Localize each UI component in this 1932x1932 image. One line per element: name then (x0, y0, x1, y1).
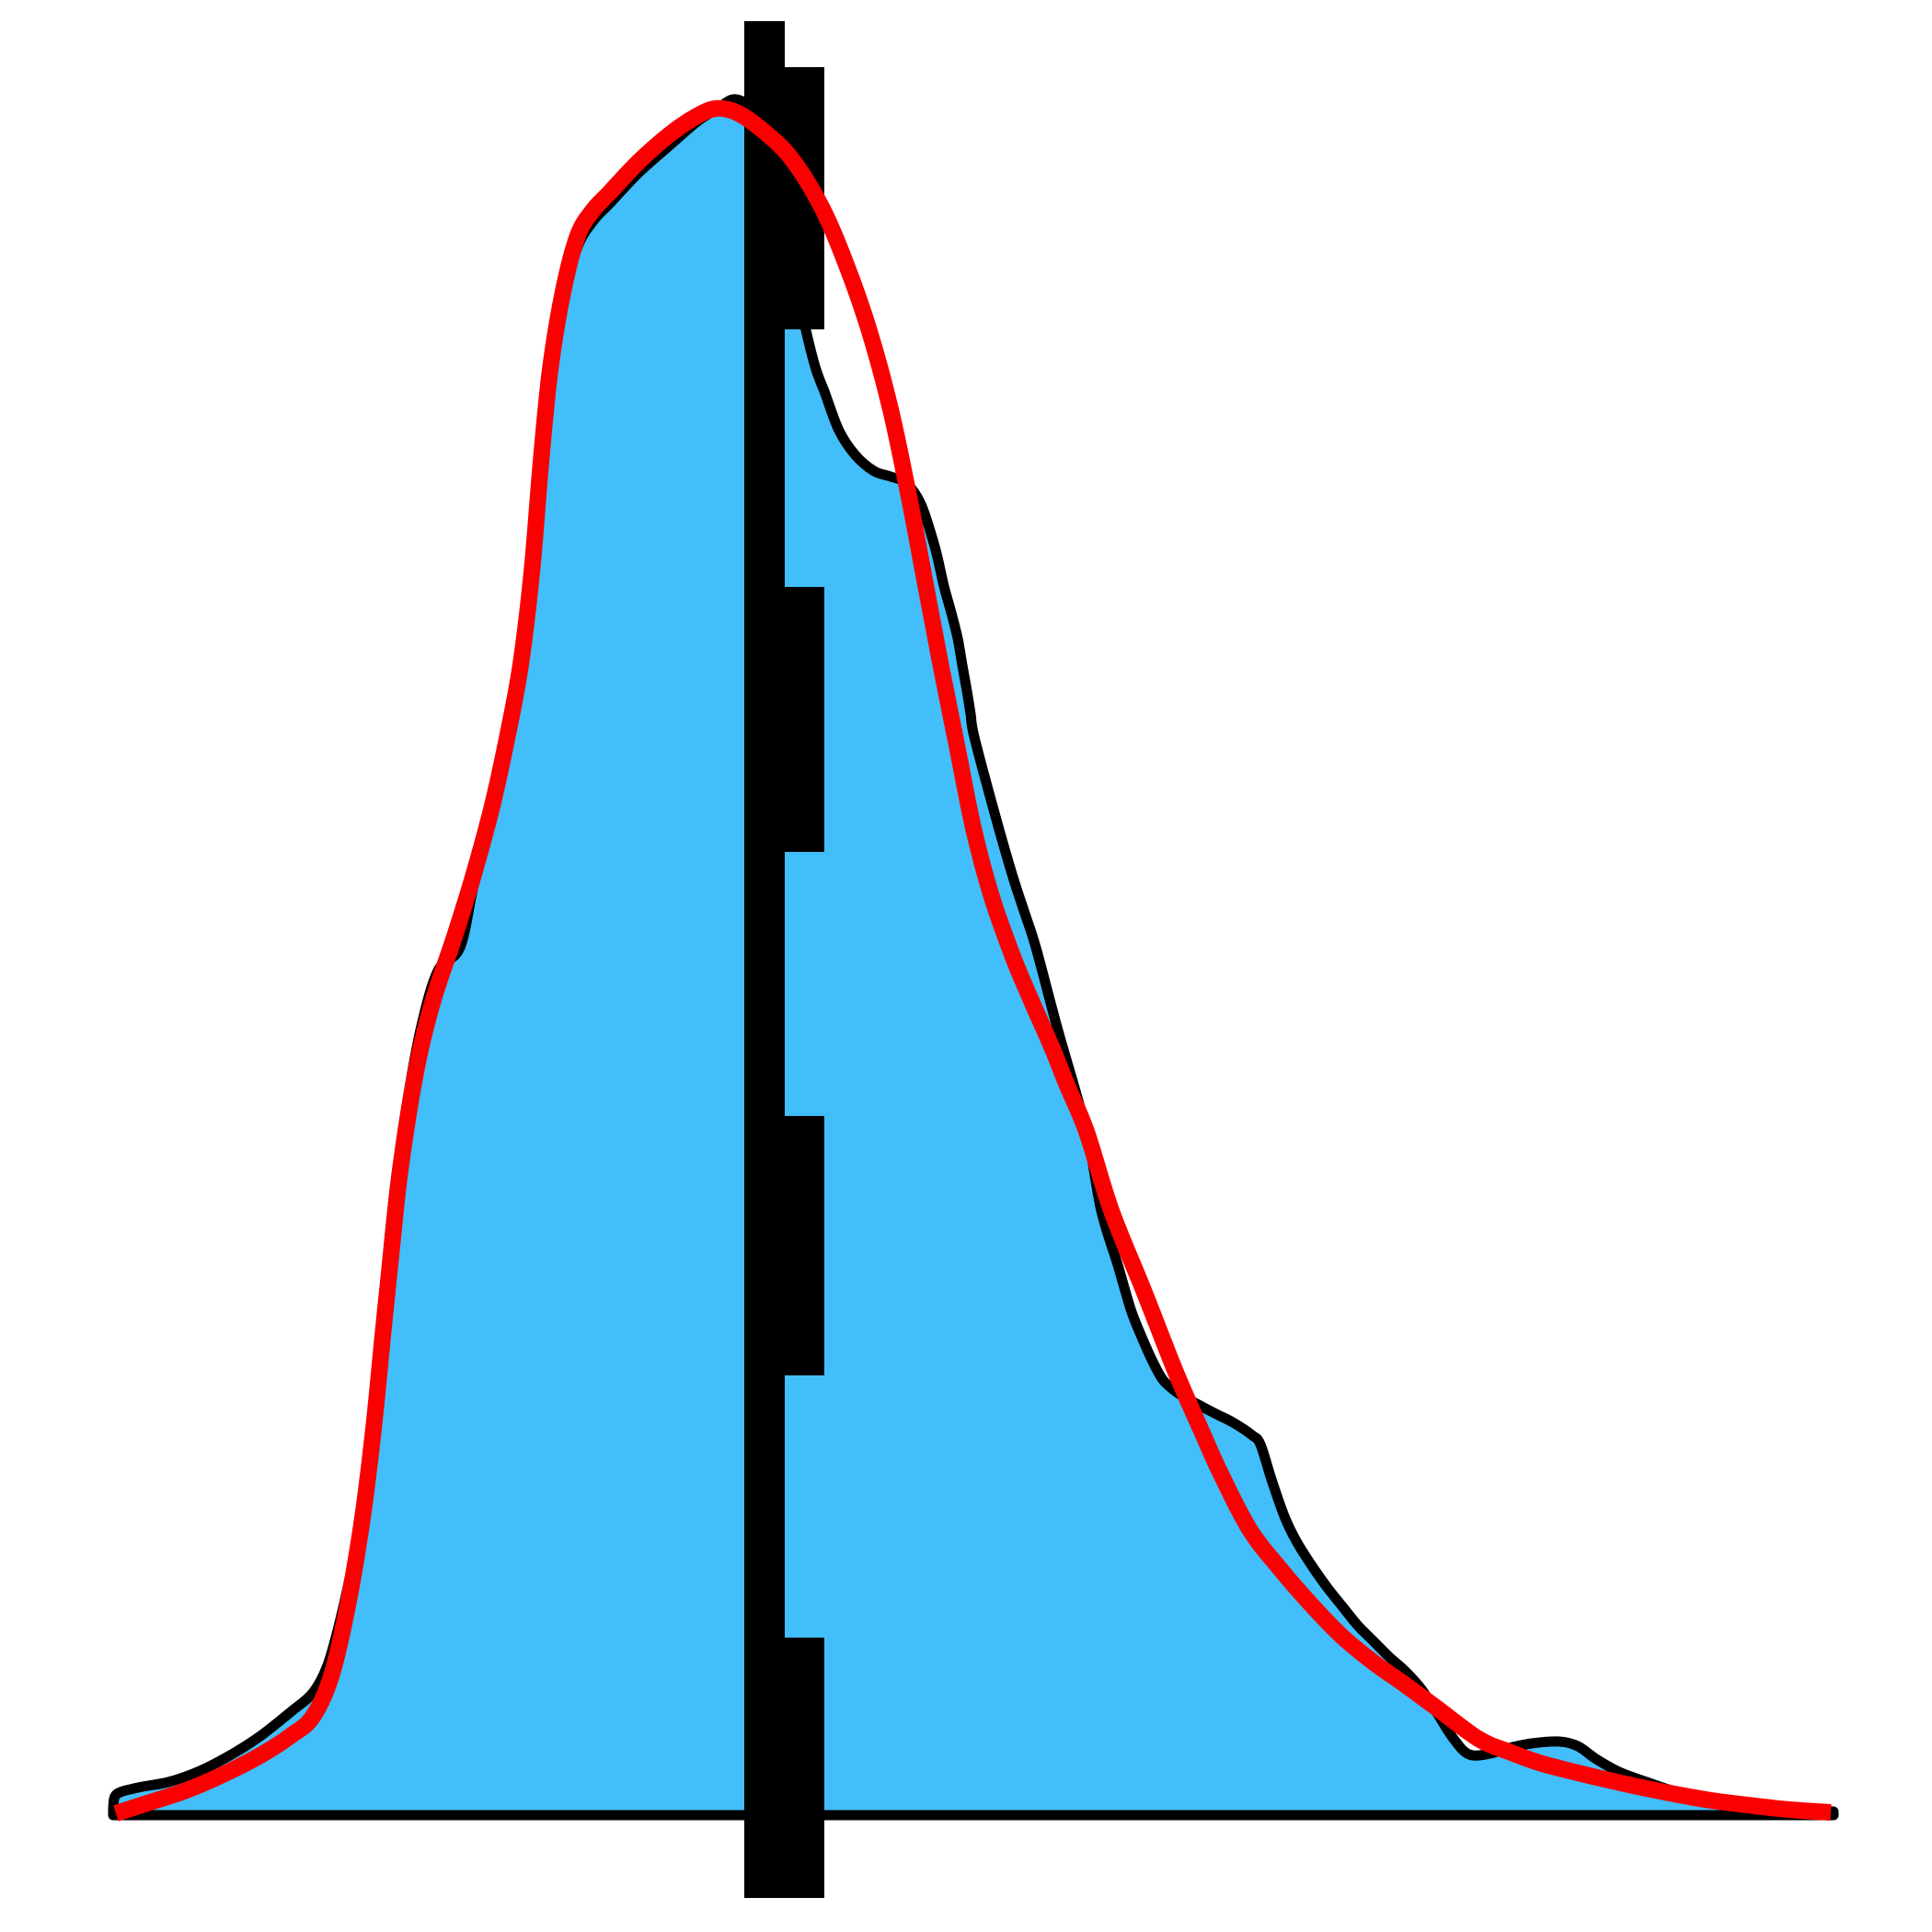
dashed-vline (785, 67, 824, 1898)
solid-vline (744, 21, 785, 1898)
dashed-vline-segment (785, 587, 824, 852)
fit-curve (113, 99, 1832, 1822)
dashed-vline-segment (785, 1638, 824, 1898)
kde-area-and-outline (108, 94, 1839, 1821)
solid-vline-segment (744, 21, 785, 1898)
dashed-vline-segment (785, 1116, 824, 1375)
